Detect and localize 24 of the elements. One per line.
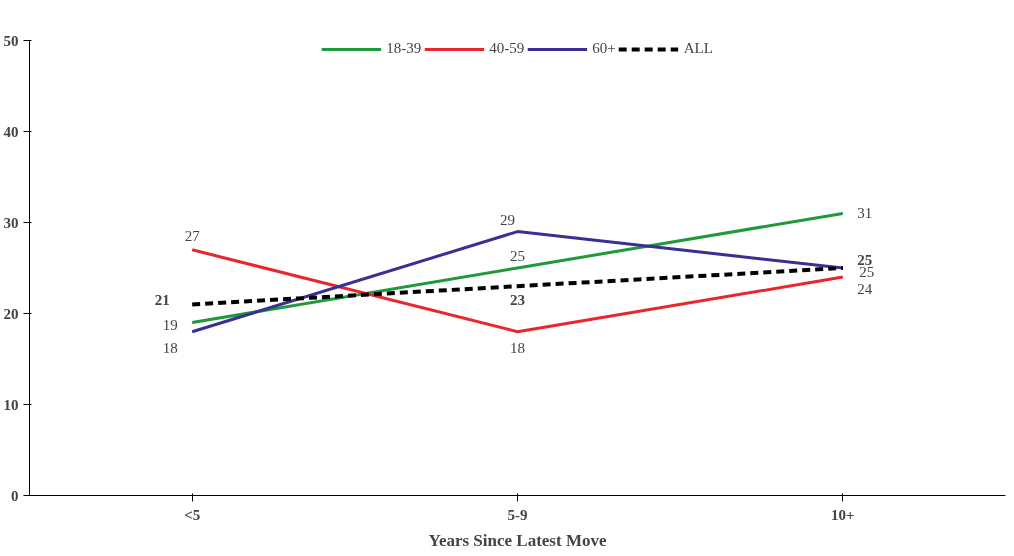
data-label: 25: [510, 248, 525, 264]
x-axis-title: Years Since Latest Move: [428, 530, 607, 550]
y-tick-label: 40: [3, 123, 19, 140]
legend-label: ALL: [683, 40, 713, 57]
y-tick-label: 30: [3, 214, 19, 231]
x-tick-label: <5: [184, 506, 201, 523]
data-label: 27: [184, 227, 201, 244]
x-tick-label: 5-9: [507, 506, 528, 523]
data-label: 24: [857, 281, 873, 298]
y-tick-label: 10: [3, 396, 19, 413]
legend-label: 40-59: [489, 40, 525, 57]
data-label: 23: [510, 292, 525, 309]
data-label: 18: [162, 339, 178, 356]
data-label: 31: [857, 205, 873, 222]
y-tick-label: 20: [3, 305, 19, 322]
data-label: 18: [510, 339, 525, 356]
legend-label: 60+: [592, 40, 616, 57]
y-tick-label: 50: [3, 32, 19, 49]
x-tick-label: 10+: [831, 506, 855, 523]
data-label: 19: [162, 316, 178, 333]
y-tick-label: 0: [11, 487, 19, 504]
data-label: 29: [500, 211, 515, 228]
legend-label: 18-39: [386, 40, 422, 57]
data-label: 21: [154, 292, 170, 309]
